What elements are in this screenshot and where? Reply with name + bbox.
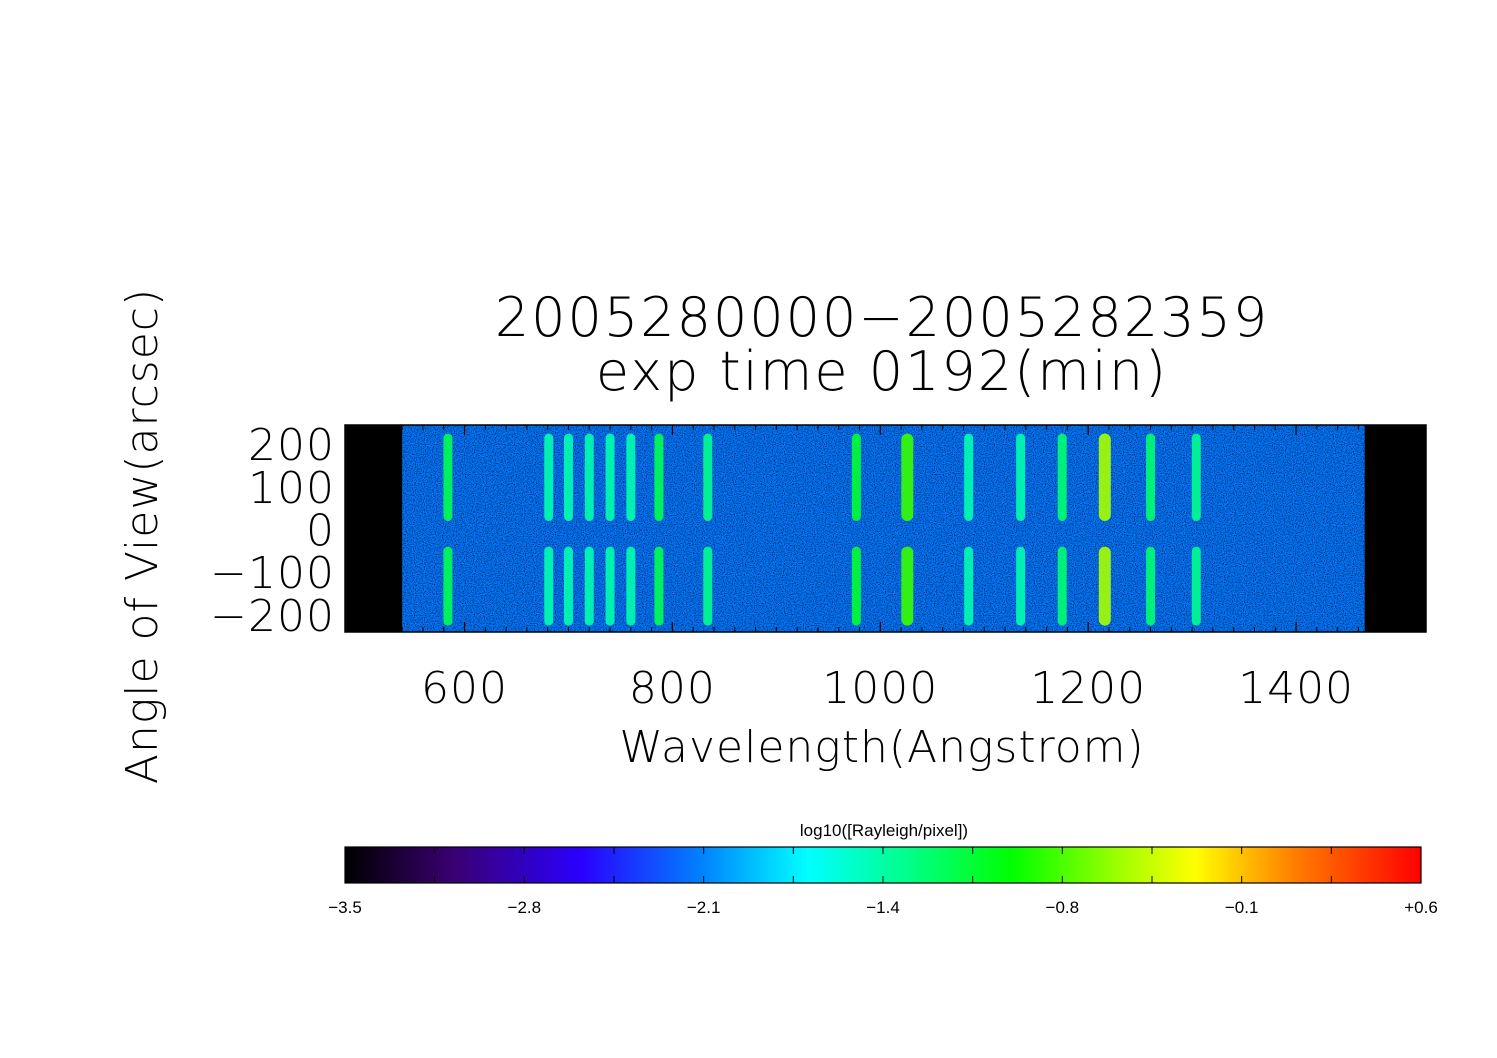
emission-line-740-lower — [605, 546, 615, 626]
emission-line-1216-upper — [1098, 433, 1111, 522]
noise-overlay — [402, 425, 1365, 632]
colorbar-tick-label: +0.6 — [1404, 898, 1438, 917]
emission-line-787-upper — [654, 433, 664, 522]
emission-line-1135-upper — [1016, 433, 1026, 522]
emission-line-720-upper — [584, 433, 594, 522]
plot-frame — [344, 424, 1427, 633]
emission-line-760-lower — [626, 546, 636, 626]
emission-line-977-lower — [851, 546, 861, 626]
y-tick-label: −200 — [210, 591, 335, 642]
emission-line-834-lower — [703, 546, 713, 626]
emission-line-1026-upper — [901, 433, 914, 522]
chart-subtitle: exp time 0192(min) — [596, 340, 1168, 403]
colorbar-tick-label: −0.1 — [1225, 898, 1259, 917]
emission-line-700-upper — [563, 433, 573, 522]
emission-line-584-upper — [443, 433, 453, 522]
emission-line-1304-upper — [1191, 433, 1201, 522]
emission-line-681-lower — [544, 546, 554, 626]
x-tick-label: 600 — [421, 663, 508, 714]
colorbar-tick-label: −0.8 — [1046, 898, 1080, 917]
plot-ticks — [345, 425, 1426, 633]
emission-line-1304-lower — [1191, 546, 1201, 626]
chart-title: 2005280000−2005282359 — [495, 286, 1269, 349]
emission-line-700-lower — [563, 546, 573, 626]
colorbar-tick-label: −1.4 — [866, 898, 900, 917]
x-tick-labels: 600 800 1000 1200 1400 — [421, 663, 1354, 714]
emission-line-977-upper — [851, 433, 861, 522]
colorbar-tick-labels: −3.5 −2.8 −2.1 −1.4 −0.8 −0.1 +0.6 — [328, 898, 1438, 917]
emission-line-1175-upper — [1057, 433, 1067, 522]
x-tick-label: 1200 — [1030, 663, 1146, 714]
spectrum-image — [345, 425, 1426, 632]
emission-line-1175-lower — [1057, 546, 1067, 626]
emission-line-1260-upper — [1146, 433, 1156, 522]
emission-line-1085-upper — [964, 433, 974, 522]
colorbar-tick-label: −2.1 — [687, 898, 721, 917]
colorbar-tick-label: −3.5 — [328, 898, 362, 917]
emission-line-760-upper — [626, 433, 636, 522]
colorbar-label: log10([Rayleigh/pixel]) — [800, 821, 968, 840]
colorbar-ticks — [344, 847, 1422, 883]
y-tick-label: −100 — [210, 548, 335, 599]
x-tick-label: 1000 — [822, 663, 938, 714]
x-tick-label: 800 — [629, 663, 716, 714]
emission-line-740-upper — [605, 433, 615, 522]
emission-line-1260-lower — [1146, 546, 1156, 626]
colorbar-tick-label: −2.8 — [508, 898, 542, 917]
y-axis-label: Angle of View(arcsec) — [117, 288, 168, 784]
emission-line-584-lower — [443, 546, 453, 626]
emission-line-1135-lower — [1016, 546, 1026, 626]
x-axis-label: Wavelength(Angstrom) — [619, 722, 1144, 773]
y-tick-label: 200 — [248, 420, 335, 471]
emission-line-1216-lower — [1098, 546, 1111, 626]
emission-line-1085-lower — [964, 546, 974, 626]
emission-line-720-lower — [584, 546, 594, 626]
emission-line-787-lower — [654, 546, 664, 626]
y-tick-label: 0 — [306, 506, 335, 557]
y-tick-label: 100 — [248, 463, 335, 514]
emission-line-1026-lower — [901, 546, 914, 626]
emission-line-834-upper — [703, 433, 713, 522]
emission-line-681-upper — [544, 433, 554, 522]
x-tick-label: 1400 — [1238, 663, 1354, 714]
image-layer — [402, 425, 1365, 632]
